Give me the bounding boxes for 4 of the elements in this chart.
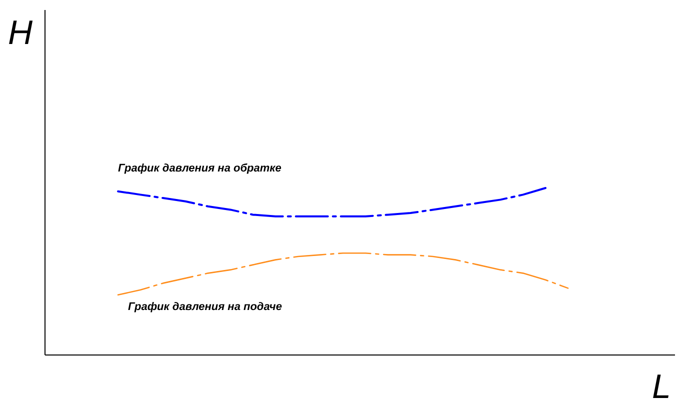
series-label: График давления на обратке xyxy=(118,162,282,174)
series-label: График давления на подаче xyxy=(128,300,282,313)
y-axis-title: H xyxy=(8,14,33,52)
x-axis-title: L xyxy=(652,368,671,406)
